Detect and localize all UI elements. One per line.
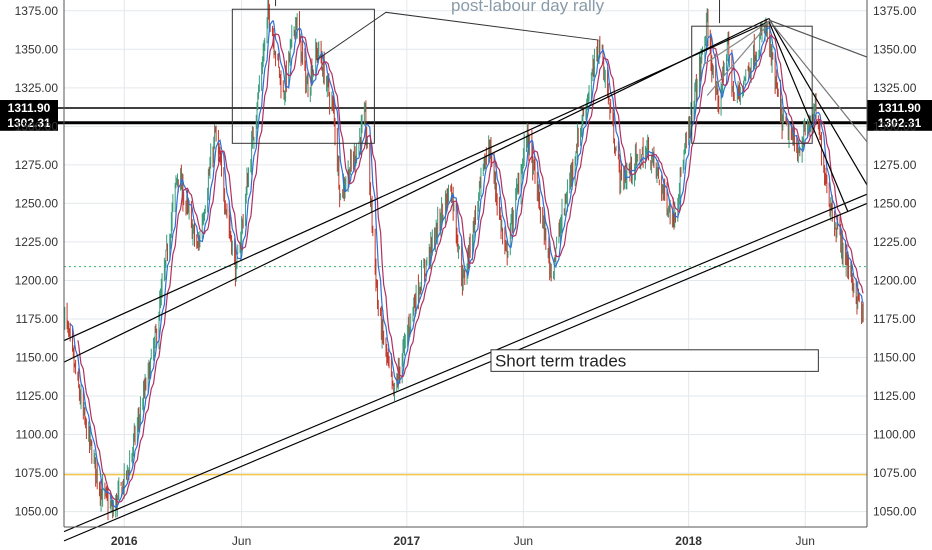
y-tick-label-left: 1100.00: [16, 428, 59, 442]
x-tick-label: Jun: [232, 534, 251, 548]
level-badge-label: 1311.90: [8, 101, 51, 115]
y-tick-label-right: 1350.00: [873, 42, 917, 56]
trend-line: [706, 22, 770, 96]
level-badge-right: [867, 100, 932, 117]
short-term-trades-label: Short term trades: [495, 351, 626, 370]
level-badge-left: [0, 100, 58, 117]
y-tick-label-left: 1250.00: [15, 196, 59, 210]
y-tick-label-left: 1375.00: [15, 4, 59, 18]
y-tick-label-right: 1375.00: [873, 4, 917, 18]
rectangle-box: [231, 8, 375, 144]
trend-line: [63, 21, 770, 342]
y-tick-label-right: 1300.00: [873, 119, 917, 133]
candlesticks: [63, 0, 864, 521]
y-tick-label-left: 1225.00: [15, 235, 59, 249]
y-tick-label-right: 1325.00: [873, 81, 917, 95]
trend-line: [768, 19, 868, 143]
y-tick-label-left: 1175.00: [16, 312, 59, 326]
x-tick-label: Jun: [514, 534, 533, 548]
y-tick-label-right: 1275.00: [873, 158, 917, 172]
level-badge-left: [0, 114, 58, 131]
level-badge-label: 1311.90: [878, 101, 921, 115]
moving-average-fast: [69, 19, 864, 509]
trend-line: [63, 17, 770, 363]
y-tick-label-left: 1300.00: [15, 119, 59, 133]
annotations: post-labour day rally Short term trades: [451, 0, 819, 372]
gridlines: [64, 0, 867, 527]
y-tick-label-left: 1050.00: [15, 505, 59, 519]
x-tick-label: 2017: [393, 534, 420, 548]
x-tick-label: Jun: [796, 534, 815, 548]
y-tick-label-right: 1125.00: [873, 389, 916, 403]
y-tick-label-left: 1150.00: [16, 350, 59, 364]
moving-average-slow: [77, 33, 864, 503]
x-tick-label: 2016: [111, 534, 138, 548]
trend-line: [702, 21, 770, 66]
annotation-post-labour-day-rally: post-labour day rally: [451, 0, 605, 15]
trend-line: [768, 21, 849, 212]
x-tick-label: 2018: [675, 534, 702, 548]
y-tick-label-right: 1150.00: [873, 350, 916, 364]
y-tick-label-left: 1350.00: [15, 42, 59, 56]
rectangle-box: [691, 25, 813, 144]
annotation-bracket: [275, 0, 721, 24]
trend-line: [768, 18, 868, 186]
y-tick-label-right: 1175.00: [873, 312, 916, 326]
trend-line: [63, 202, 868, 542]
level-badge-label: 1302.31: [878, 116, 922, 130]
y-tick-label-right: 1075.00: [873, 466, 917, 480]
level-badge-right: [867, 114, 932, 131]
y-tick-label-right: 1200.00: [873, 273, 917, 287]
short-term-trades-box: [490, 349, 819, 372]
trend-line: [63, 193, 868, 533]
y-tick-label-left: 1200.00: [15, 273, 59, 287]
y-tick-label-left: 1125.00: [16, 389, 59, 403]
y-tick-label-left: 1325.00: [15, 81, 59, 95]
y-tick-label-right: 1250.00: [873, 196, 917, 210]
y-tick-label-right: 1100.00: [873, 428, 916, 442]
annotation-pointer: [316, 11, 599, 61]
y-tick-label-right: 1225.00: [873, 235, 917, 249]
axes: 1050.00 1050.00 1075.00 1075.00 1100.00 1100.…: [15, 0, 917, 548]
drawings: [63, 0, 868, 542]
moving-averages: [69, 19, 864, 509]
level-badge-label: 1302.31: [7, 116, 51, 130]
y-tick-label-right: 1050.00: [873, 505, 917, 519]
y-tick-label-left: 1275.00: [15, 158, 59, 172]
y-tick-label-left: 1075.00: [15, 466, 59, 480]
